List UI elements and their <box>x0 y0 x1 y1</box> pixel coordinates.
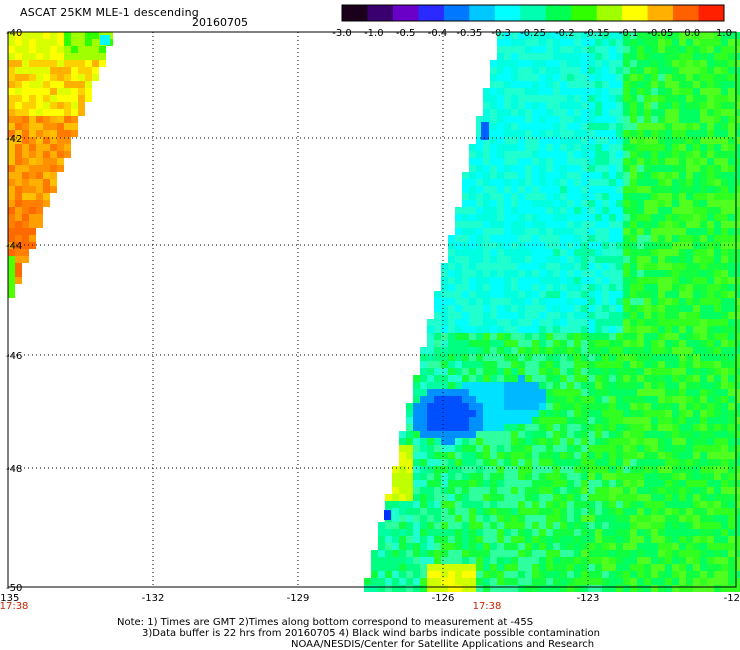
colorbar-tick-label: -3.0 <box>332 28 352 39</box>
colorbar-cell <box>494 5 521 21</box>
graticule-layer <box>8 32 736 587</box>
note-line-2: 3)Data buffer is 22 hrs from 20160705 4)… <box>142 628 600 639</box>
colorbar-tick-label: 1.0 <box>716 28 732 39</box>
map-frame <box>7 31 737 588</box>
colorbar-tick-label: -0.05 <box>647 28 673 39</box>
colorbar-tick-label: -0.35 <box>456 28 482 39</box>
note-line-3: NOAA/NESDIS/Center for Satellite Applica… <box>291 639 595 650</box>
time-label: 17:38 <box>0 601 28 612</box>
swath-data-layer <box>8 32 740 592</box>
colorbar-tick-label: -0.2 <box>555 28 575 39</box>
colorbar-tick-label: -0.15 <box>584 28 610 39</box>
x-tick-label: -135 <box>0 593 19 604</box>
colorbar-tick-label: -0.25 <box>520 28 546 39</box>
y-tick-label: -50 <box>6 583 22 594</box>
time-label: 17:38 <box>473 601 502 612</box>
colorbar-cell <box>596 5 623 21</box>
colorbar-cell <box>520 5 547 21</box>
colorbar-cell <box>367 5 394 21</box>
colorbar-tick-label: -1.0 <box>364 28 384 39</box>
axis-tick-labels: -135 -132 -129 -126 -123 -124 -40 -42 -44 -46 -48 -… <box>0 28 740 612</box>
y-tick-label: -48 <box>6 464 22 475</box>
y-tick-label: -44 <box>6 241 22 252</box>
colorbar-cell <box>443 5 470 21</box>
colorbar-cell <box>571 5 598 21</box>
colorbar-cell <box>392 5 419 21</box>
colorbar-tick-label: -0.1 <box>619 28 639 39</box>
product-title: ASCAT 25KM MLE-1 descending <box>20 6 199 19</box>
x-tick-label: -126 <box>432 593 455 604</box>
colorbar-tick-label: -0.3 <box>491 28 511 39</box>
colorbar-tick-label: -0.5 <box>396 28 416 39</box>
colorbar: -3.0 -1.0 -0.5 -0.4 -0.35 -0.3 -0.25 -0.2 -0.15-… <box>332 4 732 39</box>
note-line-1: Note: 1) Times are GMT 2)Times along bot… <box>117 617 534 628</box>
x-tick-label: -124 <box>724 593 740 604</box>
x-tick-label: -132 <box>142 593 165 604</box>
product-date: 20160705 <box>192 16 248 29</box>
x-tick-label: -129 <box>287 593 310 604</box>
colorbar-cell <box>418 5 445 21</box>
colorbar-cell <box>545 5 572 21</box>
y-tick-label: -42 <box>6 134 22 145</box>
x-tick-label: -123 <box>577 593 600 604</box>
colorbar-tick-label: 0.0 <box>684 28 700 39</box>
y-tick-label: -46 <box>6 351 22 362</box>
y-tick-label: -40 <box>6 28 22 39</box>
colorbar-cell <box>647 5 674 21</box>
colorbar-cell <box>698 5 725 21</box>
colorbar-cell <box>469 5 496 21</box>
colorbar-cell <box>622 5 649 21</box>
colorbar-tick-label: -0.4 <box>428 28 448 39</box>
colorbar-cell <box>673 5 700 21</box>
colorbar-cell <box>342 5 368 21</box>
